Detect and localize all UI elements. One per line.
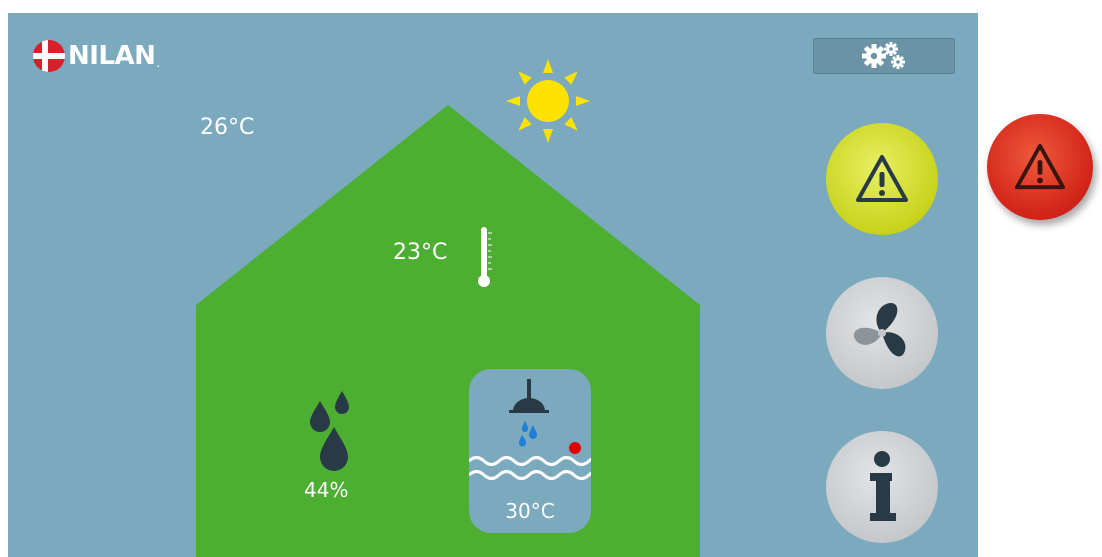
humidity-value: 44% bbox=[304, 478, 349, 502]
logo-text: NILAN bbox=[68, 41, 156, 71]
info-icon bbox=[870, 451, 896, 521]
gears-icon bbox=[862, 42, 905, 69]
danish-flag-icon bbox=[33, 40, 65, 72]
main-screen: NILAN . bbox=[8, 13, 978, 557]
sun-icon bbox=[506, 59, 590, 143]
fan-icon bbox=[853, 302, 906, 357]
nilan-logo: NILAN . bbox=[32, 39, 160, 73]
alarm-button[interactable] bbox=[826, 123, 938, 235]
hot-water-temperature: 30°C bbox=[505, 499, 555, 523]
thermometer-icon bbox=[478, 227, 492, 287]
ventilation-button[interactable] bbox=[826, 277, 938, 389]
hot-water-panel[interactable]: 30°C bbox=[469, 369, 591, 533]
critical-alarm-button[interactable] bbox=[987, 114, 1093, 220]
shower-icon bbox=[469, 379, 591, 480]
house-shape bbox=[196, 105, 700, 557]
settings-button[interactable] bbox=[813, 38, 955, 74]
indoor-temperature: 23°C bbox=[393, 240, 448, 265]
outdoor-temperature: 26°C bbox=[200, 115, 255, 140]
warning-icon bbox=[856, 155, 908, 202]
warning-icon bbox=[1015, 143, 1065, 190]
info-button[interactable] bbox=[826, 431, 938, 543]
logo-mark: . bbox=[156, 56, 161, 70]
humidity-drops-icon bbox=[310, 391, 349, 471]
